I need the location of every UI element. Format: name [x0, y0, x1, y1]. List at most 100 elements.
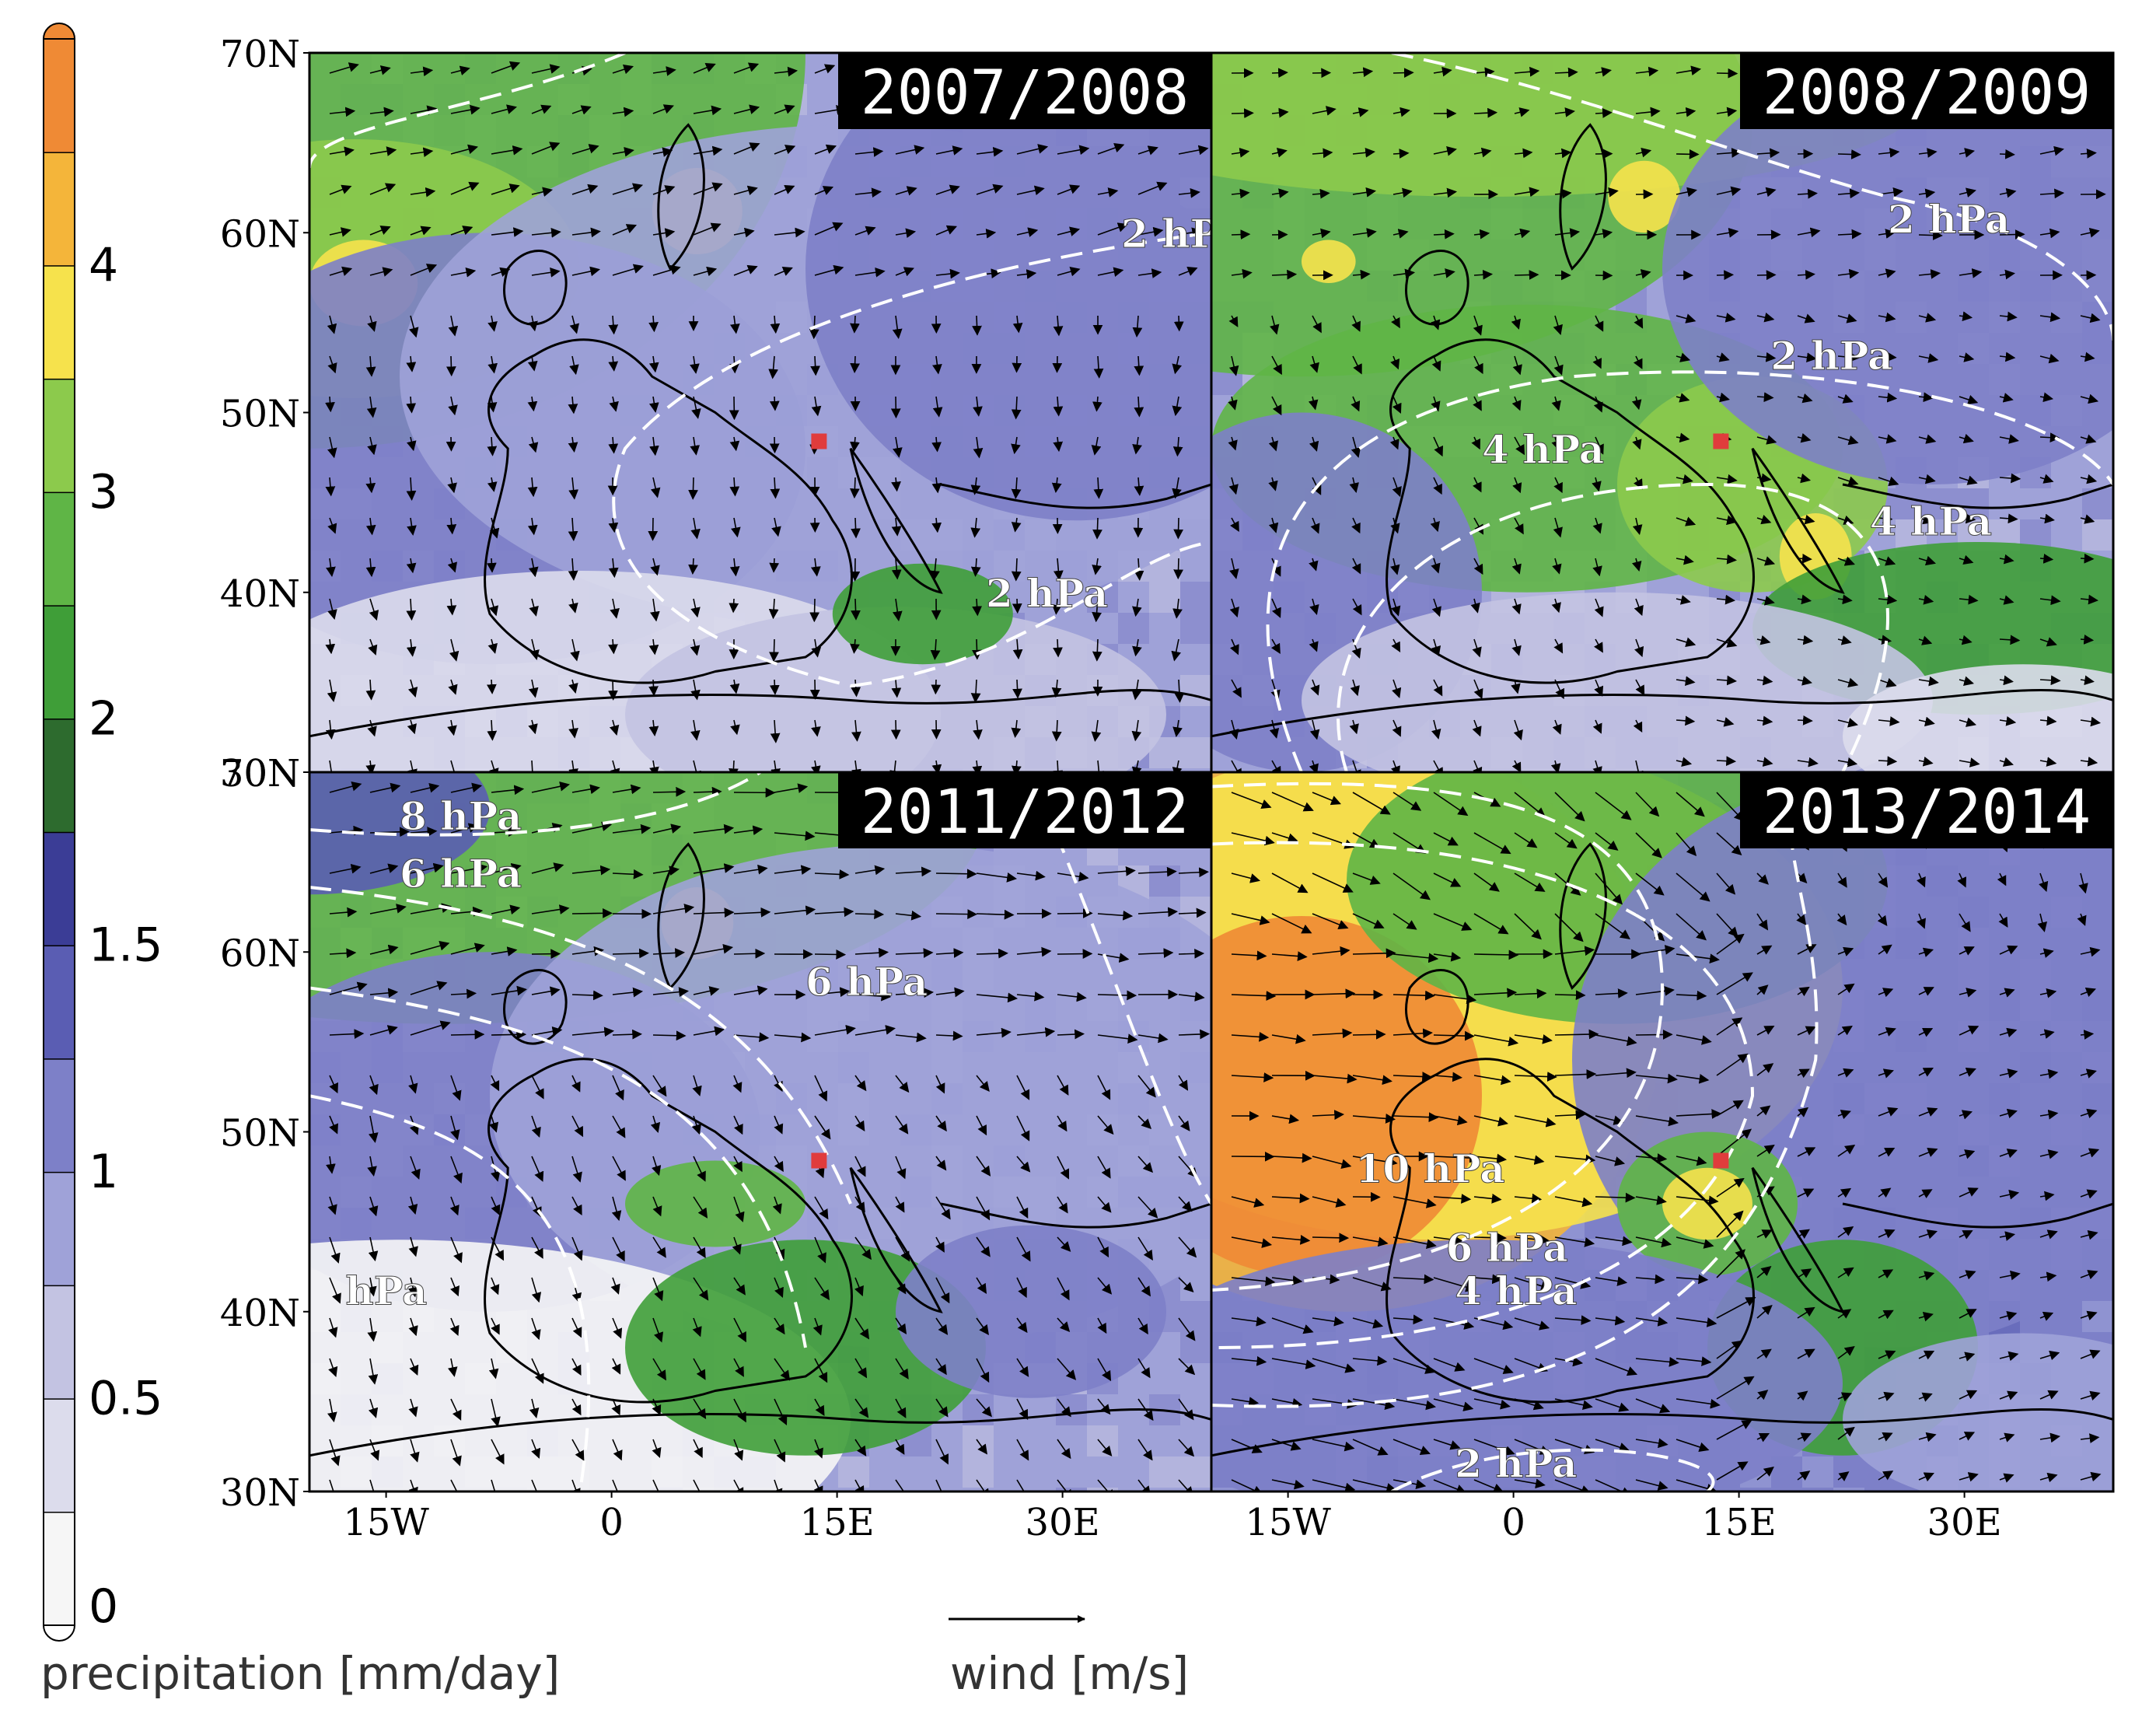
colorbar-bin: [43, 1285, 75, 1400]
wind-vector: [895, 228, 917, 239]
wind-vector: [935, 225, 957, 236]
wind-vector: [1309, 558, 1319, 572]
contour-label: 2 hPa: [986, 570, 1108, 616]
wind-vector: [972, 760, 983, 772]
wind-vector: [1634, 598, 1644, 617]
wind-vector: [1918, 353, 1939, 363]
wind-vector: [1837, 393, 1854, 404]
wind-vector: [1756, 757, 1773, 767]
wind-vector: [690, 719, 701, 741]
wind-vector: [1512, 355, 1522, 376]
wind-vector: [810, 355, 821, 376]
wind-vector: [1918, 474, 1936, 484]
wind-vector: [973, 396, 983, 417]
wind-vector: [1093, 477, 1104, 499]
wind-vector: [1011, 517, 1022, 533]
wind-vector: [569, 315, 580, 334]
wind-vector: [1634, 760, 1644, 772]
wind-vector: [1309, 760, 1319, 772]
panel-title: 2013/2014: [1763, 778, 2091, 848]
wind-vector: [1390, 760, 1401, 772]
wind-vector: [1554, 148, 1572, 159]
wind-vector: [447, 558, 458, 573]
wind-vector: [407, 719, 417, 735]
wind-vector: [1918, 269, 1941, 279]
wind-vector: [1431, 315, 1441, 330]
wind-vector: [693, 266, 718, 277]
wind-vector: [1716, 515, 1737, 526]
coastline: [1406, 251, 1469, 324]
wind-vector: [648, 638, 659, 656]
wind-vector: [774, 831, 816, 841]
wind-vector: [1959, 187, 1976, 198]
wind-vector: [895, 267, 914, 277]
latitude-tick-label: 40N: [220, 1292, 300, 1335]
wind-vector: [935, 869, 977, 879]
wind-vector: [571, 105, 592, 115]
wind-vector: [1228, 436, 1238, 451]
colorbar-outline: [43, 38, 75, 1626]
wind-vector: [2039, 715, 2057, 726]
precipitation-cell: [1180, 675, 1211, 706]
precipitation-cell: [1180, 582, 1211, 613]
wind-vector: [491, 1030, 527, 1040]
wind-vector: [612, 224, 638, 236]
wind-vector: [367, 719, 377, 737]
wind-vector: [1999, 187, 2017, 198]
wind-vector: [1999, 715, 2017, 726]
wind-vector: [1756, 715, 1773, 726]
wind-vector: [369, 107, 394, 117]
wind-vector: [1756, 473, 1772, 484]
wind-vector: [1473, 107, 1498, 118]
wind-vector: [491, 145, 523, 156]
wind-vector: [774, 104, 795, 114]
wind-vector: [1178, 948, 1205, 959]
wind-vector: [446, 517, 457, 535]
wind-vector: [1131, 719, 1142, 742]
wind-vector: [1053, 638, 1063, 658]
wind-vector: [774, 66, 798, 77]
wind-vector: [1797, 514, 1815, 525]
wind-vector: [1271, 598, 1281, 618]
wind-vector: [1053, 760, 1064, 772]
wind-vector: [1172, 760, 1183, 772]
colorbar-tick-label: 0.5: [89, 1372, 162, 1426]
coastline: [1560, 125, 1606, 269]
wind-vector: [531, 142, 561, 155]
wind-vector: [851, 719, 861, 742]
wind-vector: [571, 908, 613, 918]
wind-vector: [1878, 677, 1897, 687]
wind-vector: [1228, 315, 1239, 327]
wind-vector: [1012, 598, 1022, 614]
wind-vector: [652, 824, 682, 834]
wind-vector: [770, 315, 781, 334]
wind-vector: [1797, 352, 1817, 363]
wind-vector: [1878, 268, 1896, 278]
wind-vector: [1676, 757, 1693, 767]
wind-vector: [774, 267, 793, 276]
precipitation-colorbar: [42, 23, 76, 1642]
wind-vector: [1999, 554, 2014, 565]
wind-vector: [648, 396, 659, 413]
wind-vector: [1433, 436, 1444, 457]
wind-vector: [1999, 635, 2021, 645]
wind-vector: [369, 226, 391, 236]
wind-vector: [327, 436, 337, 459]
wind-vector: [1797, 594, 1812, 605]
wind-vector: [1011, 477, 1022, 499]
wind-vector: [770, 477, 781, 499]
wind-vector: [1511, 638, 1522, 656]
wind-vector: [931, 517, 942, 533]
pressure-contour: [1392, 53, 2113, 341]
wind-vector: [612, 65, 634, 75]
wind-vector: [1676, 474, 1693, 484]
wind-vector: [1097, 865, 1136, 876]
wind-vector: [568, 396, 578, 414]
wind-vector: [365, 558, 376, 578]
wind-vector: [1595, 229, 1613, 239]
wind-vector: [1553, 355, 1564, 376]
wind-vector: [1797, 313, 1815, 323]
wind-vector: [450, 863, 488, 874]
wind-vector: [1309, 719, 1320, 740]
